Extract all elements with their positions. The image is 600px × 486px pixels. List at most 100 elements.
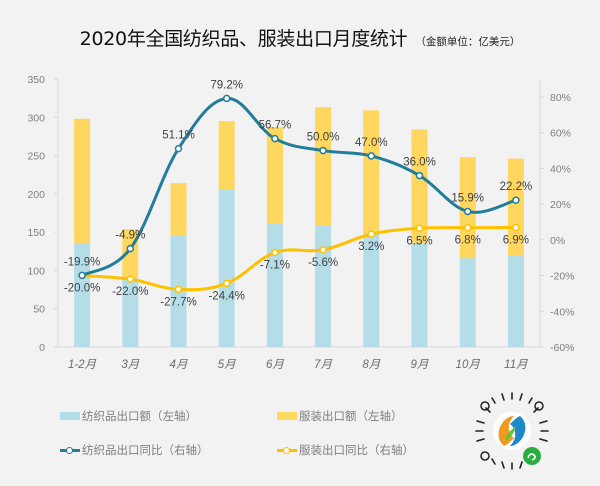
apparel-yoy-data-label: -24.4% (208, 290, 244, 302)
x-tick-label: 5月 (218, 358, 236, 371)
textile-yoy-marker (463, 207, 472, 216)
x-tick-label: 10月 (456, 358, 481, 371)
right-tick-label: -40% (550, 306, 575, 318)
left-tick-label: 350 (27, 74, 45, 86)
left-tick-label: 150 (27, 227, 45, 239)
apparel-yoy-marker (319, 246, 327, 254)
bar-apparel-amount (507, 158, 524, 256)
legend-label: 服装出口同比（右轴） (299, 443, 414, 457)
left-tick-label: 200 (27, 189, 45, 201)
apparel-yoy-marker (271, 248, 279, 257)
left-tick-label: 0 (39, 342, 45, 354)
apparel-yoy-data-label: 6.9% (503, 235, 529, 247)
legend-swatch-apparel-line (277, 445, 297, 455)
textile-yoy-marker (319, 146, 327, 155)
apparel-yoy-data-label: 6.5% (406, 235, 432, 247)
x-tick-label: 9月 (411, 358, 429, 371)
chart-title: 2020年全国纺织品、服装出口月度统计 （金额单位：亿美元） (0, 24, 600, 51)
bar-apparel-amount (363, 110, 380, 233)
textile-yoy-marker (271, 134, 279, 143)
textile-yoy-marker (222, 94, 231, 103)
apparel-yoy-marker (463, 223, 472, 232)
bar-apparel-amount (315, 107, 332, 226)
x-tick-label: 7月 (314, 358, 332, 371)
legend-swatch-textile-line (60, 445, 80, 455)
legend-label: 纺织品出口同比（右轴） (82, 443, 209, 457)
apparel-yoy-data-label: 6.8% (455, 235, 481, 247)
textile-yoy-data-label: 51.1% (162, 130, 195, 142)
right-tick-label: -60% (550, 342, 575, 354)
x-tick-label: 6月 (266, 358, 284, 371)
apparel-yoy-marker (512, 223, 520, 232)
right-tick-label: 20% (550, 199, 571, 211)
apparel-yoy-marker (367, 230, 376, 238)
x-tick-label: 11月 (504, 358, 528, 371)
x-tick-label: 1-2月 (68, 358, 97, 371)
bar-textile-amount (266, 223, 283, 347)
textile-yoy-data-label: 50.0% (307, 132, 340, 144)
right-tick-label: 80% (550, 92, 571, 104)
bar-textile-amount (507, 255, 524, 347)
apparel-yoy-marker (415, 224, 424, 232)
x-tick-label: 8月 (362, 358, 380, 371)
textile-yoy-data-label: 47.0% (355, 137, 388, 149)
x-tick-label: 3月 (121, 358, 139, 371)
right-tick-label: -20% (550, 271, 575, 283)
textile-yoy-marker (512, 196, 520, 204)
lines (78, 94, 520, 294)
legend-label: 服装出口额（左轴） (299, 409, 403, 423)
right-tick-label: 60% (550, 128, 571, 140)
left-tick-label: 100 (27, 265, 45, 277)
textile-yoy-marker (126, 244, 135, 253)
textile-yoy-data-label: 56.7% (259, 120, 292, 132)
textile-yoy-marker (415, 171, 424, 180)
bar-textile-amount (411, 242, 428, 347)
textile-yoy-line (80, 96, 518, 277)
textile-yoy-marker (174, 144, 183, 153)
left-tick-label: 300 (27, 112, 45, 124)
legend-textile-yoy: 纺织品出口同比（右轴） (60, 442, 209, 458)
bar-apparel-amount (411, 129, 428, 243)
legend-textile-amount: 纺织品出口额（左轴） (60, 408, 197, 424)
right-tick-label: 0% (550, 235, 565, 247)
textile-yoy-data-label: -4.9% (115, 230, 145, 242)
apparel-yoy-data-label: -27.7% (160, 296, 196, 308)
bar-textile-amount (122, 278, 139, 347)
apparel-yoy-data-label: -22.0% (112, 286, 148, 298)
axes: 0 50 100 150 200 250 300 350 -60% -40% -20% 0% 20% 40… (27, 74, 574, 371)
chart-title-main: 2020年全国纺织品、服装出口月度统计 (79, 28, 408, 50)
textile-yoy-data-label: 15.9% (451, 192, 484, 204)
legend-swatch-textile-bar (60, 412, 80, 420)
bar-textile-amount (74, 242, 91, 347)
data-labels: -20.0% -22.0% -27.7% -24.4% -7.1% -5.6% 3.2% 6.… (64, 79, 532, 308)
bar-textile-amount (459, 258, 476, 347)
legend-apparel-yoy: 服装出口同比（右轴） (277, 442, 414, 458)
bar-textile-amount (363, 232, 380, 347)
apparel-yoy-data-label: -20.0% (64, 283, 100, 295)
apparel-yoy-marker (174, 285, 183, 294)
bar-textile-amount (315, 225, 332, 347)
chart-unit-note: （金额单位：亿美元） (415, 36, 521, 48)
bar-apparel-amount (74, 118, 91, 243)
legend-swatch-apparel-bar (277, 412, 297, 420)
apparel-yoy-data-label: -5.6% (308, 257, 338, 269)
textile-yoy-data-label: 79.2% (210, 79, 243, 91)
apparel-yoy-marker (222, 279, 231, 288)
bar-apparel-amount (459, 157, 476, 259)
right-tick-label: 40% (550, 163, 571, 175)
wechat-mini-program-code-icon (475, 392, 549, 470)
apparel-yoy-line (80, 226, 518, 292)
legend-label: 纺织品出口额（左轴） (82, 409, 197, 423)
textile-yoy-marker (78, 271, 86, 280)
legend-apparel-amount: 服装出口额（左轴） (277, 408, 403, 424)
textile-yoy-marker (367, 152, 376, 160)
bar-apparel-amount (218, 121, 235, 191)
bar-apparel-amount (266, 127, 283, 224)
bar-apparel-amount (170, 183, 187, 236)
textile-yoy-data-label: 36.0% (403, 157, 436, 169)
bar-textile-amount (218, 190, 235, 347)
apparel-yoy-data-label: 3.2% (358, 241, 384, 253)
textile-yoy-data-label: -19.9% (64, 256, 100, 268)
left-tick-label: 50 (33, 304, 45, 316)
